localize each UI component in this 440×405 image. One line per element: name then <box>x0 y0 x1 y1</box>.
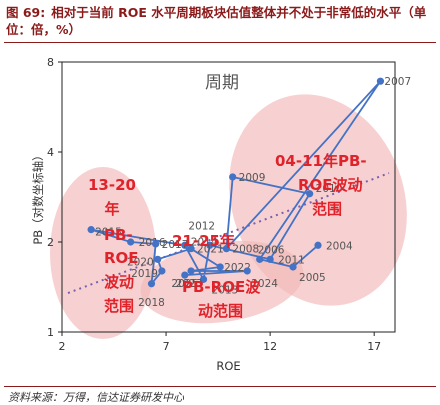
annotation-text: 范围 <box>312 200 342 218</box>
point-label: 2021 <box>197 244 224 256</box>
data-point <box>187 245 195 253</box>
annotation-text: 13-20 <box>88 176 136 194</box>
annotation-text: PB- <box>104 226 133 244</box>
annotation-text: 动范围 <box>198 302 243 320</box>
point-label: 2005 <box>299 272 326 284</box>
y-axis-label: PB（对数坐标轴） <box>31 149 45 244</box>
point-label: 2020 <box>127 256 154 268</box>
data-point <box>256 255 264 263</box>
annotation-text: ROE <box>104 249 139 267</box>
chart-title: 周期 <box>205 73 239 93</box>
point-label: 2012 <box>188 220 215 232</box>
annotation-text: 04-11年PB- <box>275 152 367 170</box>
annotation-text: 21-25年 <box>172 232 235 250</box>
figure-number: 图 69: <box>6 5 46 20</box>
data-point <box>187 267 195 275</box>
annotation-text: PB-ROE波 <box>182 278 261 296</box>
point-label: 2019 <box>131 268 158 280</box>
data-point <box>158 267 166 275</box>
point-label: 2013 <box>212 284 239 296</box>
y-tick-label: 4 <box>47 146 54 159</box>
plot-frame <box>61 61 396 333</box>
data-point <box>216 263 224 271</box>
data-point <box>181 271 189 279</box>
data-point <box>199 275 208 283</box>
source-note: 资料来源：万得，信达证券研发中心 <box>8 391 184 404</box>
data-point <box>152 240 160 248</box>
figure-title: 图 69: 相对于当前 ROE 水平周期板块估值整体并不处于非常低的水平（单位：倍… <box>6 4 436 38</box>
x-tick-label: 12 <box>263 340 277 353</box>
point-label: 2008 <box>232 244 259 256</box>
figure-caption: 相对于当前 ROE 水平周期板块估值整体并不处于非常低的水平（单位：倍，%） <box>6 5 427 37</box>
data-point <box>127 238 135 246</box>
x-axis-label: ROE <box>216 359 240 373</box>
point-label: 2011 <box>278 254 305 266</box>
data-point <box>229 173 237 181</box>
data-point <box>314 241 322 249</box>
data-point <box>87 226 95 234</box>
top-rule <box>4 42 436 43</box>
point-label: 2018 <box>138 297 165 309</box>
data-point <box>243 267 251 275</box>
region-ellipse-13-20 <box>50 167 156 339</box>
data-point <box>154 255 162 263</box>
x-tick-label: 2 <box>59 340 66 353</box>
series-line <box>90 80 382 285</box>
x-tick-label: 7 <box>163 340 170 353</box>
annotation-text: 年 <box>104 200 119 218</box>
region-ellipse-21-25 <box>140 240 304 324</box>
data-point <box>306 190 314 198</box>
data-point <box>147 280 156 288</box>
data-point <box>206 241 214 249</box>
point-label: 2023 <box>176 278 203 290</box>
point-label: 2024 <box>251 278 278 290</box>
point-label: 2006 <box>258 244 285 256</box>
point-label: 2025 <box>171 278 198 290</box>
point-label: 2015 <box>95 227 122 239</box>
y-tick-label: 2 <box>47 236 54 249</box>
y-tick-label: 8 <box>47 56 54 69</box>
data-point <box>181 241 189 249</box>
x-tick-label: 17 <box>367 340 381 353</box>
point-label: 2014 <box>191 236 218 248</box>
annotation-text: 范围 <box>104 297 134 315</box>
annotation-text: 波动 <box>104 273 134 291</box>
point-label: 2009 <box>239 172 266 184</box>
point-label: 2017 <box>162 239 189 251</box>
annotation-text: ROE波动 <box>298 176 363 194</box>
point-label: 2007 <box>384 76 411 88</box>
point-label: 2004 <box>326 240 353 252</box>
data-point <box>376 77 385 85</box>
data-point <box>289 263 297 271</box>
data-point <box>222 245 231 253</box>
bottom-rule <box>4 386 436 387</box>
y-tick-label: 1 <box>47 326 54 339</box>
data-point <box>266 255 274 263</box>
point-label: 2010 <box>316 183 343 195</box>
